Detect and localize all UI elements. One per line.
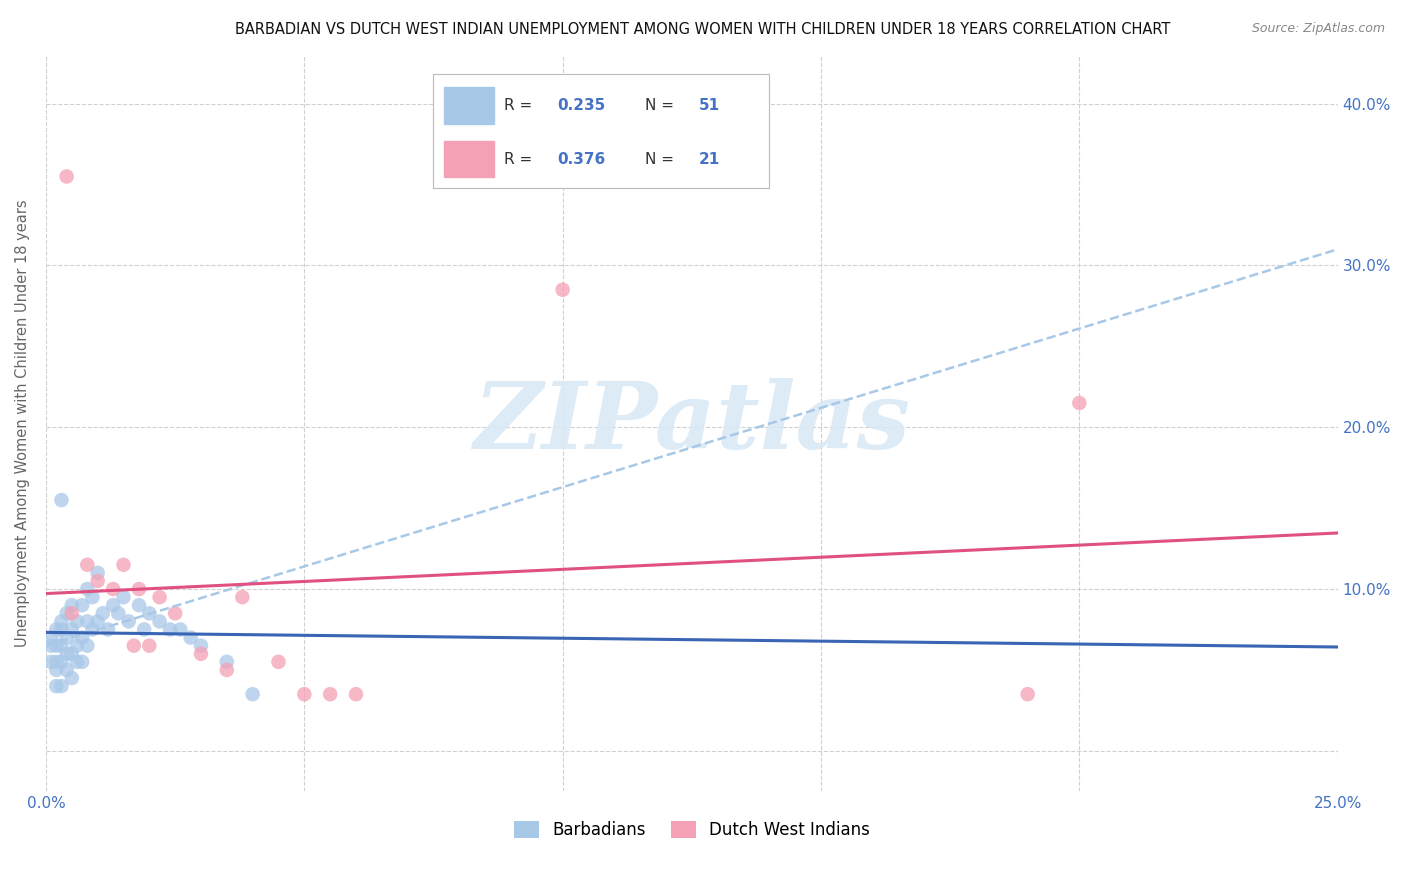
Point	[51, 679, 73, 693]
Point	[60, 598, 83, 612]
Point	[159, 623, 181, 637]
Point	[39, 655, 62, 669]
Point	[66, 639, 89, 653]
Point	[51, 623, 73, 637]
Point	[55, 663, 77, 677]
Text: BARBADIAN VS DUTCH WEST INDIAN UNEMPLOYMENT AMONG WOMEN WITH CHILDREN UNDER 18 Y: BARBADIAN VS DUTCH WEST INDIAN UNEMPLOYM…	[235, 22, 1171, 37]
Point	[70, 655, 93, 669]
Point	[45, 639, 67, 653]
Point	[1017, 687, 1039, 701]
Point	[101, 598, 124, 612]
Point	[60, 671, 83, 685]
Point	[51, 615, 73, 629]
Point	[134, 623, 156, 637]
Point	[138, 607, 160, 621]
Point	[45, 679, 67, 693]
Point	[86, 566, 108, 580]
Point	[51, 655, 73, 669]
Point	[169, 623, 191, 637]
Point	[60, 647, 83, 661]
Point	[344, 687, 367, 701]
Point	[190, 639, 212, 653]
Point	[165, 607, 187, 621]
Point	[82, 590, 104, 604]
Point	[39, 639, 62, 653]
Point	[122, 639, 145, 653]
Point	[51, 493, 73, 508]
Point	[215, 655, 238, 669]
Point	[45, 655, 67, 669]
Point	[215, 663, 238, 677]
Point	[55, 647, 77, 661]
Point	[60, 607, 83, 621]
Point	[60, 623, 83, 637]
Point	[39, 631, 62, 645]
Point	[91, 607, 114, 621]
Point	[180, 631, 202, 645]
Point	[66, 655, 89, 669]
Y-axis label: Unemployment Among Women with Children Under 18 years: Unemployment Among Women with Children U…	[15, 200, 30, 647]
Point	[70, 598, 93, 612]
Point	[267, 655, 290, 669]
Point	[70, 631, 93, 645]
Point	[97, 623, 120, 637]
Text: Source: ZipAtlas.com: Source: ZipAtlas.com	[1251, 22, 1385, 36]
Point	[128, 598, 150, 612]
Point	[101, 582, 124, 596]
Point	[138, 639, 160, 653]
Point	[551, 283, 574, 297]
Point	[76, 582, 98, 596]
Point	[45, 623, 67, 637]
Point	[319, 687, 342, 701]
Point	[128, 582, 150, 596]
Point	[231, 590, 253, 604]
Point	[86, 615, 108, 629]
Point	[76, 615, 98, 629]
Point	[55, 169, 77, 184]
Legend: Barbadians, Dutch West Indians: Barbadians, Dutch West Indians	[508, 814, 876, 846]
Point	[149, 615, 172, 629]
Point	[55, 607, 77, 621]
Point	[242, 687, 264, 701]
Point	[55, 631, 77, 645]
Point	[76, 558, 98, 572]
Point	[51, 639, 73, 653]
Point	[190, 647, 212, 661]
Text: ZIPatlas: ZIPatlas	[474, 378, 910, 468]
Point	[112, 558, 135, 572]
Point	[66, 615, 89, 629]
Point	[292, 687, 315, 701]
Point	[112, 590, 135, 604]
Point	[45, 663, 67, 677]
Point	[117, 615, 139, 629]
Point	[82, 623, 104, 637]
Point	[1069, 396, 1091, 410]
Point	[107, 607, 129, 621]
Point	[149, 590, 172, 604]
Point	[76, 639, 98, 653]
Point	[86, 574, 108, 588]
